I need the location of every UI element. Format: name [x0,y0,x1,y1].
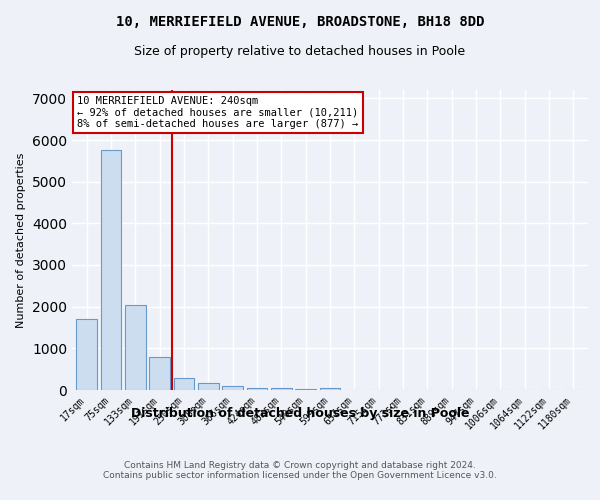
Text: 10, MERRIEFIELD AVENUE, BROADSTONE, BH18 8DD: 10, MERRIEFIELD AVENUE, BROADSTONE, BH18… [116,15,484,29]
Text: Contains HM Land Registry data © Crown copyright and database right 2024.
Contai: Contains HM Land Registry data © Crown c… [103,460,497,480]
Bar [149,356,170,390]
Bar [271,388,292,390]
Text: Distribution of detached houses by size in Poole: Distribution of detached houses by size … [131,408,469,420]
Text: 10 MERRIEFIELD AVENUE: 240sqm
← 92% of detached houses are smaller (10,211)
8% o: 10 MERRIEFIELD AVENUE: 240sqm ← 92% of d… [77,96,358,129]
Bar [295,389,316,390]
Bar [101,150,121,390]
Y-axis label: Number of detached properties: Number of detached properties [16,152,26,328]
Bar [125,304,146,390]
Bar [198,382,218,390]
Bar [173,378,194,390]
Bar [222,386,243,390]
Text: Size of property relative to detached houses in Poole: Size of property relative to detached ho… [134,45,466,58]
Bar [247,388,268,390]
Bar [320,388,340,390]
Bar [76,319,97,390]
